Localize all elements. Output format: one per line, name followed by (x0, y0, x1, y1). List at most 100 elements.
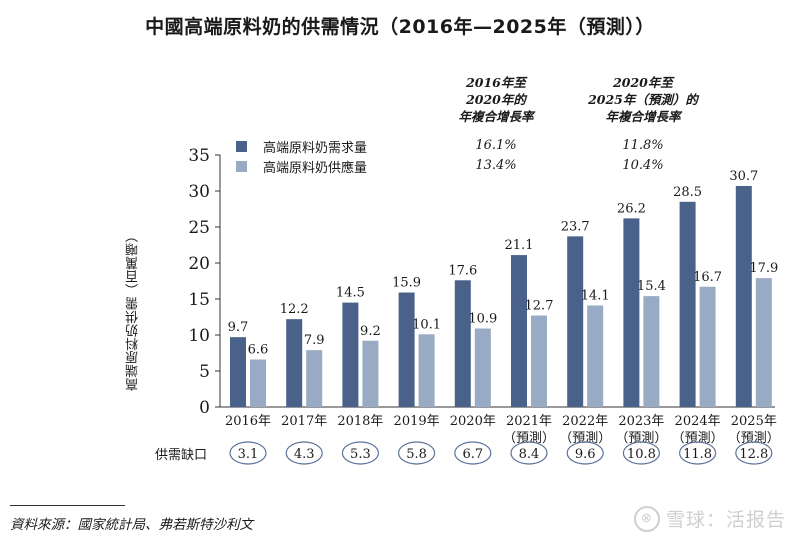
data-label-demand: 26.2 (617, 201, 646, 216)
cagr-header-line: 年複合增長率 (458, 109, 534, 124)
x-tick-label: 2017年 (281, 414, 327, 429)
supply-gap-value: 3.1 (238, 447, 259, 462)
data-label-demand: 17.6 (448, 263, 477, 278)
data-label-demand: 12.2 (280, 302, 309, 317)
supply-gap-row: 3.1 4.3 5.3 5.8 6.7 8.4 9.6 10.8 11.8 12.8 (229, 441, 773, 465)
data-label-supply: 6.6 (248, 342, 269, 357)
data-label-demand: 14.5 (336, 286, 365, 301)
legend-label-demand: 高端原料奶需求量 (263, 140, 368, 156)
cagr-supply-2020-2025: 10.4% (622, 158, 664, 173)
x-tick-label: 2022年 (562, 414, 608, 429)
data-label-supply: 17.9 (749, 261, 778, 276)
y-tick-label: 25 (188, 218, 210, 238)
bar-supply (418, 334, 435, 407)
bar-supply (250, 359, 266, 407)
supply-gap-value: 9.6 (575, 447, 596, 462)
cagr-header-line: 2020年的 (466, 92, 526, 107)
bar-demand (511, 255, 527, 407)
watermark-text: 雪球：活报告 (665, 509, 786, 531)
xueqiu-logo-icon: ⊗ (633, 505, 660, 532)
bar-demand (567, 236, 584, 407)
supply-gap-ellipse (229, 441, 267, 465)
x-tick-sublabel: （預測） (672, 431, 724, 446)
supply-gap-value: 11.8 (683, 447, 712, 462)
x-tick-label: 2025年 (731, 414, 777, 429)
labels: 9.7 6.6 2016年 12.2 7.9 2017年 14.5 9.2 2018年 15.9 1… (225, 169, 780, 446)
supply-gap-ellipse (454, 441, 492, 465)
legend-item-demand: 高端原料奶需求量 (236, 137, 368, 156)
x-tick-sublabel: （預測） (615, 431, 667, 446)
data-label-supply: 15.4 (637, 279, 666, 294)
bar-demand (679, 201, 696, 407)
supply-gap-value: 5.3 (350, 447, 371, 462)
supply-gap-ellipse (510, 441, 548, 465)
supply-gap-label: 供需缺口 (155, 448, 208, 463)
y-tick-label: 20 (188, 254, 210, 274)
supply-gap-ellipse (622, 441, 661, 465)
x-tick-label: 2019年 (394, 414, 440, 429)
cagr-header-line: 年複合增長率 (605, 109, 681, 124)
bar-supply (587, 305, 604, 407)
cagr-supply-2016-2020: 13.4% (475, 158, 517, 173)
x-tick-label: 2024年 (675, 414, 721, 429)
cagr-demand-2016-2020: 16.1% (475, 138, 517, 153)
data-label-demand: 15.9 (392, 276, 421, 291)
bars (230, 185, 772, 407)
data-label-supply: 12.7 (525, 299, 554, 314)
bar-demand (623, 218, 640, 407)
data-label-demand: 23.7 (561, 219, 590, 234)
bar-supply (474, 328, 491, 407)
cagr-header-line: 2016年至 (466, 75, 526, 90)
supply-gap-ellipse (285, 441, 323, 465)
supply-gap-ellipse (566, 441, 604, 465)
bar-demand (286, 319, 303, 407)
bar-supply (306, 350, 323, 407)
data-label-demand: 21.1 (505, 238, 534, 253)
source-note: 資料來源：國家統計局、弗若斯特沙利文 (10, 517, 253, 533)
x-tick-label: 2023年 (618, 414, 664, 429)
bar-demand (230, 337, 246, 407)
bar-supply (531, 315, 547, 407)
x-tick-label: 2021年 (506, 414, 552, 429)
bar-supply (755, 278, 772, 407)
cagr-header-line: 2025年（預測）的 (588, 92, 698, 107)
bar-demand (735, 185, 752, 407)
y-tick-label: 30 (188, 182, 210, 202)
legend-swatch-supply (236, 160, 247, 172)
x-tick-sublabel: （預測） (559, 431, 611, 446)
bar-demand (342, 302, 359, 407)
data-label-demand: 9.7 (228, 320, 249, 335)
legend-label-supply: 高端原料奶供應量 (263, 160, 368, 176)
watermark: ⊗ 雪球：活报告 (633, 505, 786, 532)
x-tick-label: 2020年 (450, 414, 496, 429)
cagr-header-2020-2025: 2020年至 2025年（預測）的 年複合增長率 (578, 74, 708, 125)
bar-supply (643, 296, 660, 407)
data-label-supply: 10.9 (468, 312, 497, 327)
supply-gap-ellipse (341, 441, 379, 465)
x-tick-label: 2018年 (337, 414, 383, 429)
data-label-supply: 14.1 (581, 288, 610, 303)
data-label-demand: 28.5 (673, 185, 702, 200)
cagr-demand-2020-2025: 11.8% (622, 138, 664, 153)
x-tick-label: 2016年 (225, 414, 271, 429)
supply-gap-value: 4.3 (294, 447, 315, 462)
bar-supply (699, 286, 716, 407)
supply-gap-value: 5.8 (406, 447, 427, 462)
data-label-supply: 9.2 (360, 324, 381, 339)
cagr-header-2016-2020: 2016年至 2020年的 年複合增長率 (431, 74, 561, 125)
chart-title: 中國高端原料奶的供需情況（2016年—2025年（預測）） (145, 16, 655, 38)
x-tick-sublabel: （預測） (503, 431, 555, 446)
y-tick-label: 35 (188, 146, 210, 166)
data-label-supply: 7.9 (304, 333, 325, 348)
bar-supply (362, 340, 379, 407)
supply-gap-value: 12.8 (739, 447, 768, 462)
y-tick-label: 5 (199, 362, 210, 382)
y-tick-label: 15 (188, 290, 210, 310)
bar-demand (454, 280, 471, 407)
y-tick-label: 0 (199, 398, 210, 418)
supply-gap-value: 10.8 (627, 447, 656, 462)
bar-demand (398, 292, 415, 407)
y-tick-label: 10 (188, 326, 210, 346)
cagr-header-line: 2020年至 (613, 75, 673, 90)
